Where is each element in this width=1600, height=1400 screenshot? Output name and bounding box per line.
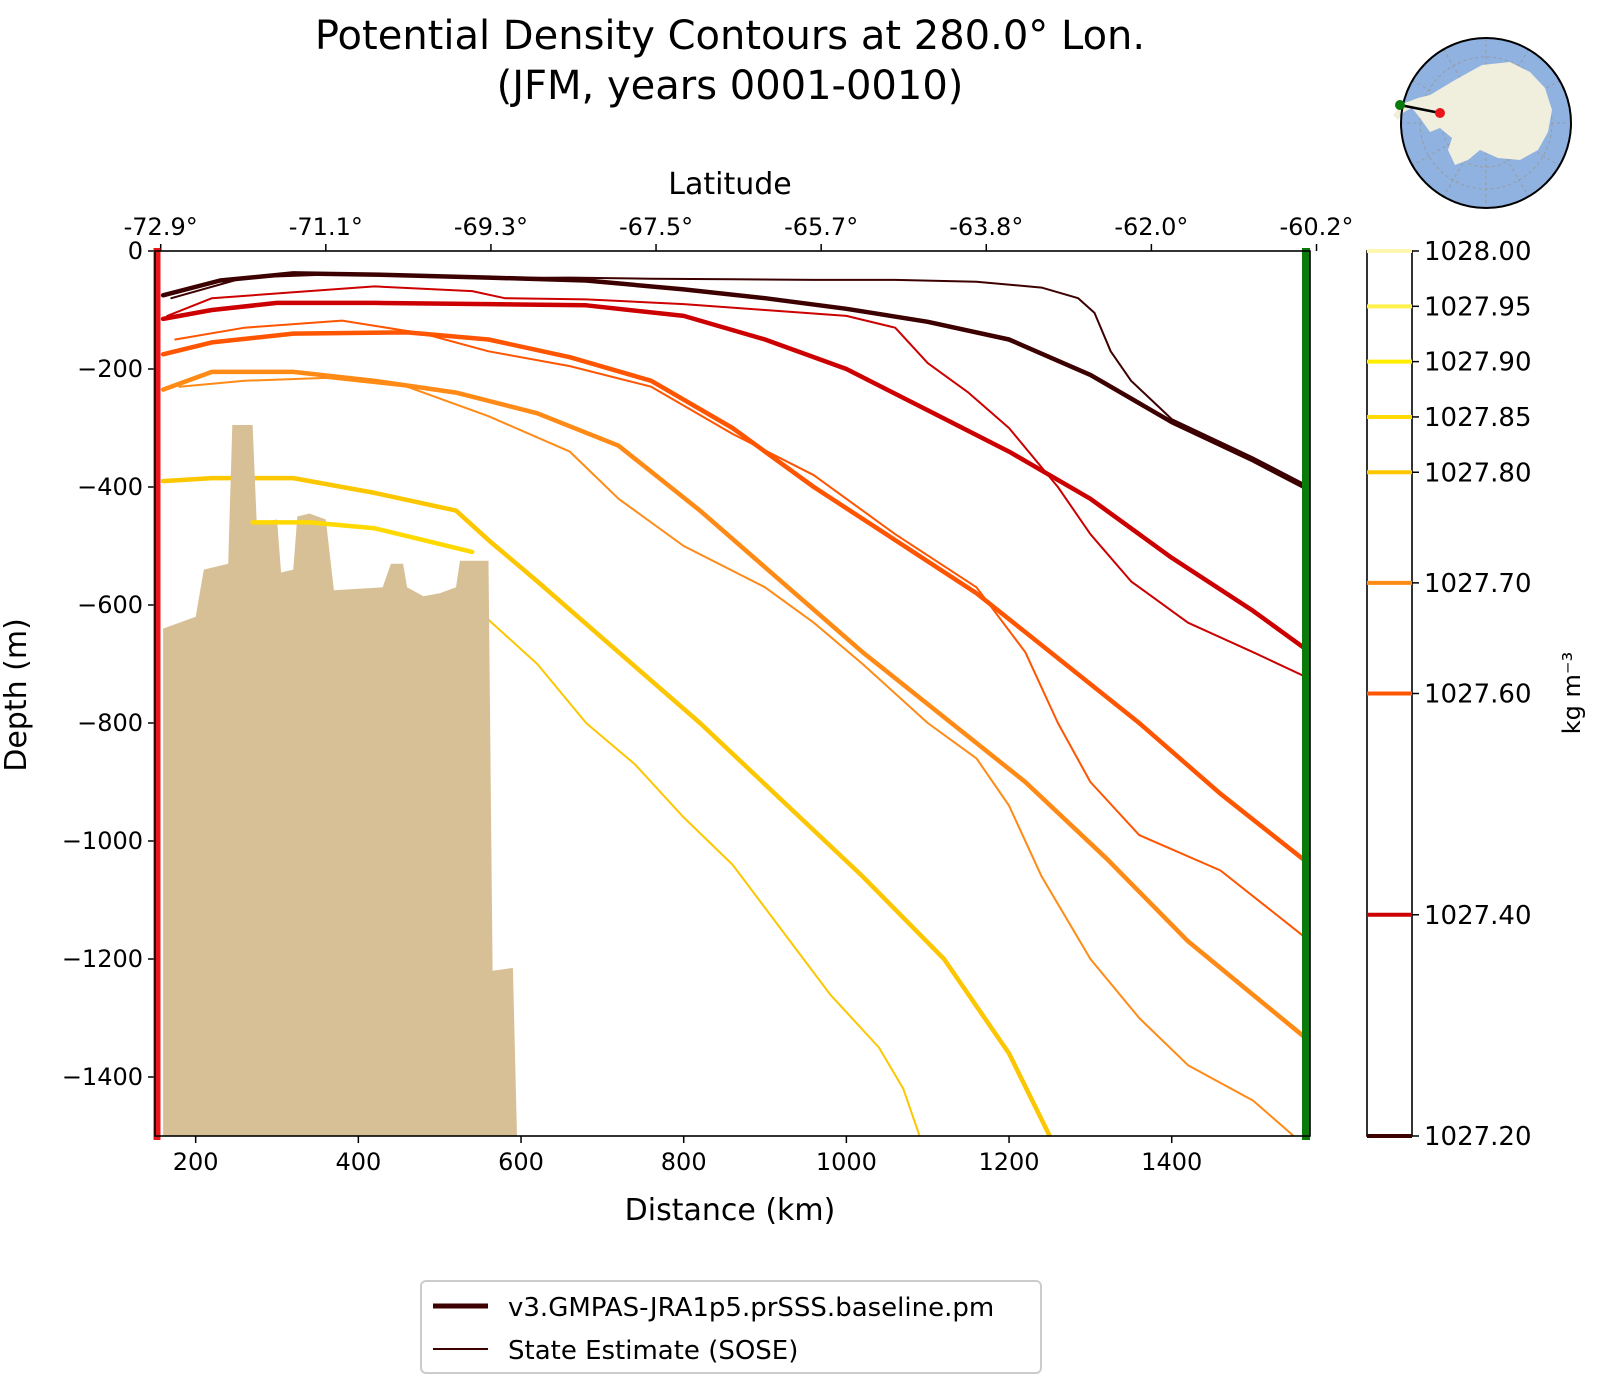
- colorbar-tick-label: 1027.20: [1424, 1122, 1532, 1152]
- top-tick-label: -69.3°: [454, 213, 528, 241]
- top-tick-label: -62.0°: [1114, 213, 1188, 241]
- colorbar-tick-label: 1027.40: [1424, 901, 1532, 931]
- contour-model-1027.6: [160, 330, 1310, 867]
- top-tick-label: -60.2°: [1279, 213, 1353, 241]
- colorbar-label: kg m⁻³: [1558, 652, 1586, 734]
- top-tick-label: -63.8°: [949, 213, 1023, 241]
- contours-above: [250, 520, 475, 555]
- colorbar-tick-label: 1027.60: [1424, 680, 1532, 710]
- y-tick-label: −600: [77, 591, 143, 619]
- colorbar-tick-label: 1027.80: [1424, 458, 1532, 488]
- contour-obs-1027.6: [174, 319, 1310, 943]
- contours-below: [160, 271, 1310, 1136]
- contour-obs-1027.4: [166, 285, 1310, 680]
- x-tick-label: 200: [173, 1148, 219, 1176]
- top-tick-label: -67.5°: [619, 213, 693, 241]
- top-tick-label: -65.7°: [784, 213, 858, 241]
- x-axis-label: Distance (km): [625, 1193, 836, 1228]
- inset-transect-line: [1399, 103, 1441, 115]
- inset-outline: [1400, 37, 1572, 209]
- x-tick-label: 1000: [816, 1148, 877, 1176]
- y-tick-label: −400: [77, 473, 143, 501]
- legend-model-label: v3.GMPAS-JRA1p5.prSSS.baseline.pm: [508, 1293, 994, 1323]
- chart-subtitle: (JFM, years 0001-0010): [496, 63, 964, 109]
- bathymetry: [163, 425, 517, 1136]
- y-tick-label: −1200: [62, 945, 143, 973]
- inset-map: [1393, 37, 1572, 209]
- top-tick-label: -71.1°: [289, 213, 363, 241]
- x-tick-label: 400: [335, 1148, 381, 1176]
- top-axis-ticks: -72.9° -71.1° -69.3° -67.5° -65.7° -63.8° -62.…: [124, 213, 1354, 251]
- y-tick-label: −1000: [62, 827, 143, 855]
- y-tick-label: −800: [77, 709, 143, 737]
- colorbar-tick-label: 1027.70: [1424, 569, 1532, 599]
- inset-end-point: [1395, 100, 1405, 110]
- colorbar: 1028.00 1027.95 1027.90 1027.85 1027.80 1027.…: [1366, 237, 1586, 1152]
- contour-model-1027.4: [160, 300, 1310, 655]
- colorbar-tick-label: 1027.90: [1424, 348, 1532, 378]
- x-tick-label: 800: [661, 1148, 707, 1176]
- contour-model-1027.85: [250, 520, 475, 555]
- x-axis-ticks: 200 400 600 800 1000 1200 1400: [173, 1136, 1202, 1176]
- colorbar-levels: 1028.00 1027.95 1027.90 1027.85 1027.80 1027.…: [1367, 237, 1532, 1152]
- y-axis-label: Depth (m): [0, 618, 34, 772]
- inset-antarctica-land: [1393, 62, 1552, 165]
- x-tick-label: 1400: [1141, 1148, 1202, 1176]
- plot-frame: [154, 250, 1311, 1137]
- contour-obs-1027.2: [170, 273, 1310, 488]
- y-tick-label: −1400: [62, 1063, 143, 1091]
- legend: v3.GMPAS-JRA1p5.prSSS.baseline.pm State …: [420, 1280, 1042, 1374]
- chart-title: Potential Density Contours at 280.0° Lon…: [314, 13, 1146, 59]
- y-tick-label: 0: [128, 237, 143, 265]
- contour-obs-1027.8: [487, 618, 921, 1136]
- contour-model-1027.8: [160, 475, 1052, 1136]
- legend-obs-label: State Estimate (SOSE): [508, 1336, 798, 1366]
- colorbar-tick-label: 1027.95: [1424, 292, 1532, 322]
- legend-box: [420, 1280, 1042, 1374]
- contour-obs-1027.7: [178, 376, 1295, 1136]
- y-axis-ticks: 0 −200 −400 −600 −800 −1000 −1200 −1400: [62, 237, 155, 1091]
- y-tick-label: −200: [77, 355, 143, 383]
- colorbar-tick-label: 1027.85: [1424, 403, 1532, 433]
- x-tick-label: 600: [498, 1148, 544, 1176]
- inset-start-point: [1435, 108, 1445, 118]
- plot-area: [160, 271, 1310, 1136]
- colorbar-tick-label: 1028.00: [1424, 237, 1532, 267]
- top-tick-label: -72.9°: [124, 213, 198, 241]
- top-axis-label: Latitude: [668, 167, 791, 202]
- contour-model-1027.7: [160, 369, 1310, 1044]
- x-tick-label: 1200: [979, 1148, 1040, 1176]
- contour-model-1027.2: [160, 271, 1310, 493]
